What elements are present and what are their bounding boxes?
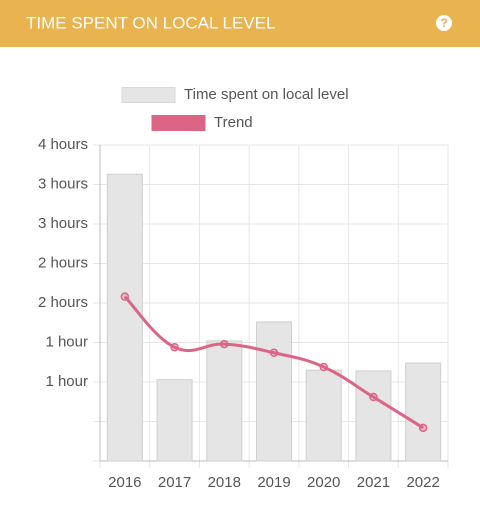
legend-swatch [121,87,176,103]
y-tick-label: 4 hours [38,136,88,153]
help-glyph[interactable]: ? [440,16,447,30]
x-tick-label: 2021 [357,474,390,491]
trend-point [120,292,130,301]
x-tick-label: 2017 [158,474,191,491]
legend-label[interactable]: Time spent on local level [184,86,349,103]
help-icon[interactable]: ? [436,15,452,31]
legend-label[interactable]: Trend [214,114,253,131]
help-circle[interactable] [436,15,452,31]
y-tick-label: 1 hour [45,373,88,390]
trend-point [170,342,179,352]
y-tick-label: 3 hours [38,175,88,192]
bar [156,379,193,462]
trend-point [319,362,328,372]
header [0,0,480,47]
x-tick-label: 2016 [108,474,141,491]
y-tick-label: 1 hour [45,333,88,350]
x-tick-label: 2018 [208,474,241,491]
bar [405,362,442,462]
bar [206,340,243,462]
chart-title: TIME SPENT ON LOCAL LEVEL [26,13,275,32]
bar [305,369,342,462]
y-tick-label: 2 hours [38,294,88,311]
x-tick-label: 2022 [406,474,439,491]
x-tick-label: 2019 [257,474,290,491]
bar [256,321,292,462]
bar [106,173,143,462]
trend-point [269,348,279,358]
trend-line [123,295,424,430]
y-tick-label: 2 hours [38,254,88,271]
x-tick-label: 2020 [307,474,340,491]
legend-swatch [151,115,206,131]
trend-point [418,423,428,433]
trend-point [220,339,229,349]
y-tick-label: 3 hours [38,215,88,232]
trend-point [369,392,378,402]
bar [355,370,392,462]
